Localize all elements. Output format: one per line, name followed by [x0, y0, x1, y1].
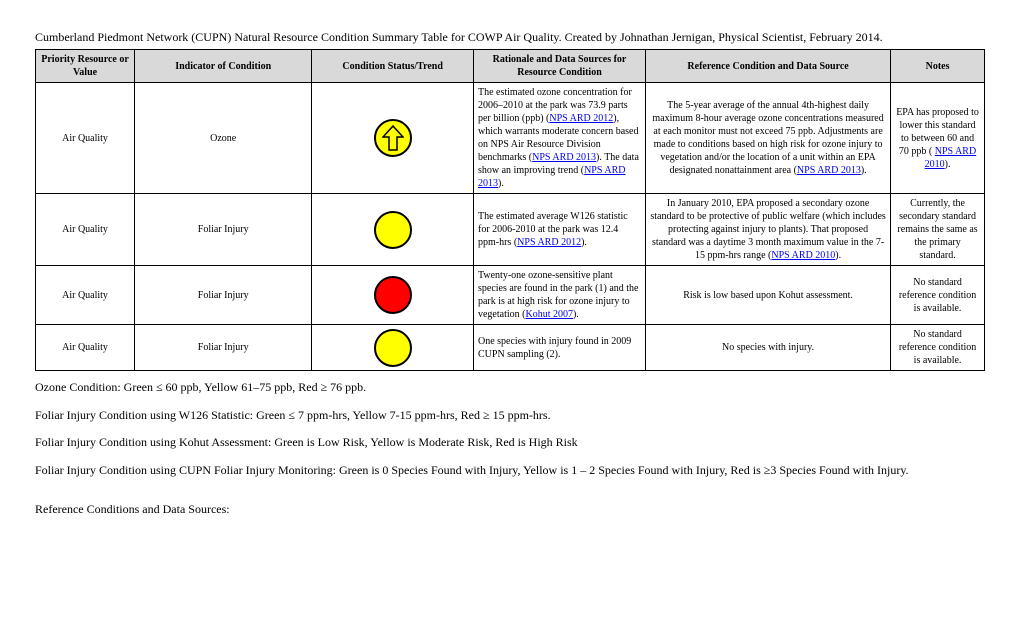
cell-notes: Currently, the secondary standard remain… [891, 194, 985, 266]
reference-text: In January 2010, EPA proposed a secondar… [650, 198, 885, 261]
legend-line: Foliar Injury Condition using Kohut Asse… [35, 432, 985, 454]
cell-notes: EPA has proposed to lower this standard … [891, 83, 985, 194]
legend-line: Foliar Injury Condition using CUPN Folia… [35, 460, 985, 482]
arrow-up-icon [382, 125, 404, 151]
header-status: Condition Status/Trend [312, 50, 474, 83]
page-title: Cumberland Piedmont Network (CUPN) Natur… [35, 30, 985, 45]
table-row: Air Quality Ozone The estimated ozone co… [36, 83, 985, 194]
status-circle-icon [374, 276, 412, 314]
cell-reference: No species with injury. [646, 325, 891, 371]
cell-priority: Air Quality [36, 83, 135, 194]
status-circle-icon [374, 119, 412, 157]
summary-table: Priority Resource or Value Indicator of … [35, 49, 985, 371]
legend-block: Ozone Condition: Green ≤ 60 ppb, Yellow … [35, 377, 985, 521]
cell-reference: The 5-year average of the annual 4th-hig… [646, 83, 891, 194]
citation-link[interactable]: NPS ARD 2013 [532, 152, 596, 163]
cell-rationale: One species with injury found in 2009 CU… [473, 325, 645, 371]
rationale-text: ). [581, 237, 587, 248]
status-circle-icon [374, 211, 412, 249]
header-notes: Notes [891, 50, 985, 83]
cell-rationale: Twenty-one ozone-sensitive plant species… [473, 266, 645, 325]
cell-notes: No standard reference condition is avail… [891, 325, 985, 371]
table-header-row: Priority Resource or Value Indicator of … [36, 50, 985, 83]
citation-link[interactable]: NPS ARD 2012 [517, 237, 581, 248]
rationale-text: ). [573, 309, 579, 320]
header-priority: Priority Resource or Value [36, 50, 135, 83]
cell-priority: Air Quality [36, 325, 135, 371]
header-reference: Reference Condition and Data Source [646, 50, 891, 83]
citation-link[interactable]: NPS ARD 2010 [771, 250, 835, 261]
cell-notes: No standard reference condition is avail… [891, 266, 985, 325]
reference-text: ). [861, 165, 867, 176]
cell-indicator: Foliar Injury [135, 194, 312, 266]
reference-text: ). [835, 250, 841, 261]
legend-line: Foliar Injury Condition using W126 Stati… [35, 405, 985, 427]
cell-status [312, 325, 474, 371]
table-row: Air Quality Foliar Injury The estimated … [36, 194, 985, 266]
table-row: Air Quality Foliar Injury Twenty-one ozo… [36, 266, 985, 325]
rationale-text: ). [498, 178, 504, 189]
header-rationale: Rationale and Data Sources for Resource … [473, 50, 645, 83]
cell-priority: Air Quality [36, 266, 135, 325]
cell-priority: Air Quality [36, 194, 135, 266]
cell-reference: Risk is low based upon Kohut assessment. [646, 266, 891, 325]
citation-link[interactable]: NPS ARD 2012 [549, 113, 613, 124]
legend-line: Ozone Condition: Green ≤ 60 ppb, Yellow … [35, 377, 985, 399]
header-indicator: Indicator of Condition [135, 50, 312, 83]
cell-reference: In January 2010, EPA proposed a secondar… [646, 194, 891, 266]
cell-indicator: Foliar Injury [135, 266, 312, 325]
citation-link[interactable]: Kohut 2007 [525, 309, 573, 320]
status-circle-icon [374, 329, 412, 367]
cell-rationale: The estimated average W126 statistic for… [473, 194, 645, 266]
cell-rationale: The estimated ozone concentration for 20… [473, 83, 645, 194]
notes-text: ). [945, 159, 951, 170]
legend-line: Reference Conditions and Data Sources: [35, 499, 985, 521]
cell-indicator: Ozone [135, 83, 312, 194]
cell-status [312, 194, 474, 266]
cell-indicator: Foliar Injury [135, 325, 312, 371]
table-row: Air Quality Foliar Injury One species wi… [36, 325, 985, 371]
cell-status [312, 83, 474, 194]
citation-link[interactable]: NPS ARD 2013 [797, 165, 861, 176]
cell-status [312, 266, 474, 325]
